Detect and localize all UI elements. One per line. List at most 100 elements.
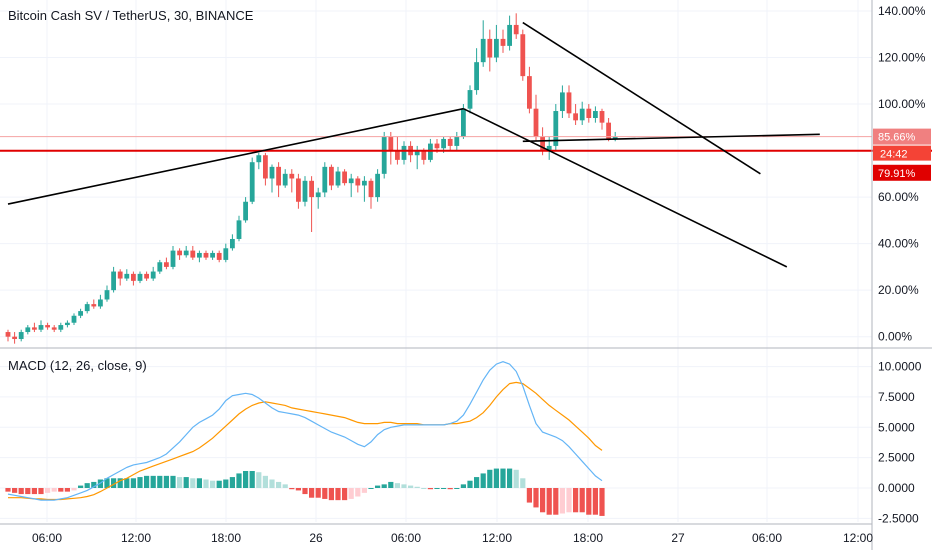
macd-histogram-bar <box>157 475 163 488</box>
candle-body <box>170 250 176 267</box>
candle-body <box>236 220 242 239</box>
candle-body <box>243 201 248 221</box>
macd-histogram-bar <box>335 488 341 501</box>
macd-histogram-bar <box>276 481 282 488</box>
candle-body <box>401 145 407 160</box>
macd-histogram-bar <box>163 475 169 488</box>
macd-histogram-bar <box>315 488 321 498</box>
candle-body <box>117 271 123 279</box>
macd-histogram-bar <box>12 488 18 493</box>
candle-body <box>230 238 235 249</box>
macd-histogram-bar <box>487 469 493 488</box>
macd-histogram-bar <box>71 488 77 491</box>
candle-body <box>388 136 394 151</box>
candle-body <box>269 166 275 179</box>
macd-tick-label: 0.0000 <box>878 481 915 495</box>
current-price-label-bg <box>873 128 931 145</box>
macd-histogram-bar <box>467 480 473 488</box>
macd-histogram-bar <box>480 473 486 488</box>
macd-histogram-bar <box>111 478 117 488</box>
macd-histogram-bar <box>243 471 249 488</box>
candle-body <box>65 322 70 326</box>
macd-tick-label: -2.5000 <box>878 511 919 525</box>
candle-body <box>249 162 255 202</box>
macd-histogram-bar <box>526 488 532 503</box>
candle-body <box>296 178 301 202</box>
macd-histogram-bar <box>586 488 592 515</box>
countdown-label-bg <box>873 145 931 161</box>
macd-histogram-bar <box>117 478 123 488</box>
candle-body <box>461 108 466 137</box>
candle-body <box>566 92 572 114</box>
candle-body <box>434 143 440 149</box>
macd-histogram-bar <box>256 472 262 488</box>
macd-histogram-bar <box>302 488 308 495</box>
candle-body <box>395 150 400 160</box>
macd-histogram-bar <box>579 488 585 513</box>
macd-title: MACD (12, 26, close, 9) <box>8 358 147 373</box>
candle-body <box>573 113 578 121</box>
candle-body <box>144 273 149 279</box>
candle-body <box>527 76 532 109</box>
macd-histogram-bar <box>289 488 295 490</box>
candle-body <box>447 138 453 146</box>
candle-body <box>606 122 611 139</box>
macd-histogram-bar <box>51 488 57 492</box>
macd-histogram-bar <box>25 488 31 495</box>
countdown-label: 24:42 <box>880 149 908 161</box>
macd-histogram-bar <box>282 484 288 488</box>
macd-histogram-bar <box>414 486 420 488</box>
candle-body <box>520 34 526 77</box>
candle-body <box>18 332 24 340</box>
candle-body <box>467 90 473 109</box>
candle-body <box>45 325 50 328</box>
macd-histogram-bar <box>553 488 559 515</box>
grid <box>0 0 872 522</box>
macd-histogram-bar <box>216 480 222 488</box>
macd-histogram-bar <box>45 488 51 493</box>
price-tick-label: 20.00% <box>878 283 919 297</box>
candle-body <box>513 24 519 35</box>
candle-body <box>421 150 427 160</box>
time-tick-label: 06:00 <box>391 531 421 545</box>
candle-body <box>137 273 143 281</box>
macd-histogram-bar <box>546 488 552 515</box>
candle-body <box>414 150 420 156</box>
macd-tick-label: 2.5000 <box>878 451 915 465</box>
candle-body <box>342 171 347 184</box>
macd-line <box>7 361 603 501</box>
candle-body <box>263 155 268 179</box>
candlestick-series <box>0 13 932 344</box>
price-tick-label: 100.00% <box>878 97 926 111</box>
signal-line <box>8 381 603 501</box>
price-tick-label: 60.00% <box>878 190 919 204</box>
macd-histogram-bar <box>592 488 598 515</box>
macd-histogram-bar <box>368 488 374 489</box>
candle-body <box>494 38 499 58</box>
macd-histogram-bar <box>124 478 130 488</box>
macd-histogram-bar <box>130 478 136 488</box>
candle-body <box>203 252 209 258</box>
candle-body <box>500 38 506 46</box>
macd-histogram-bar <box>183 477 189 488</box>
chart-title: Bitcoin Cash SV / TetherUS, 30, BINANCE <box>8 8 254 23</box>
candle-body <box>58 325 64 330</box>
candle-body <box>362 180 367 186</box>
candle-body <box>553 111 559 146</box>
macd-histogram-bar <box>177 477 183 488</box>
macd-histogram-bar <box>170 475 176 488</box>
macd-histogram-bar <box>31 488 37 495</box>
macd-histogram-bar <box>78 485 84 488</box>
macd-histogram-bar <box>137 477 143 488</box>
candle-body <box>368 180 374 198</box>
time-tick-label: 12:00 <box>843 531 873 545</box>
macd-histogram-bar <box>328 488 334 501</box>
trendline <box>522 21 761 175</box>
macd-tick-label: 5.0000 <box>878 420 915 434</box>
trendline <box>463 107 788 268</box>
macd-histogram-bar <box>348 488 354 499</box>
candle-body <box>276 166 281 186</box>
candle-body <box>216 252 222 260</box>
candle-body <box>335 171 341 186</box>
